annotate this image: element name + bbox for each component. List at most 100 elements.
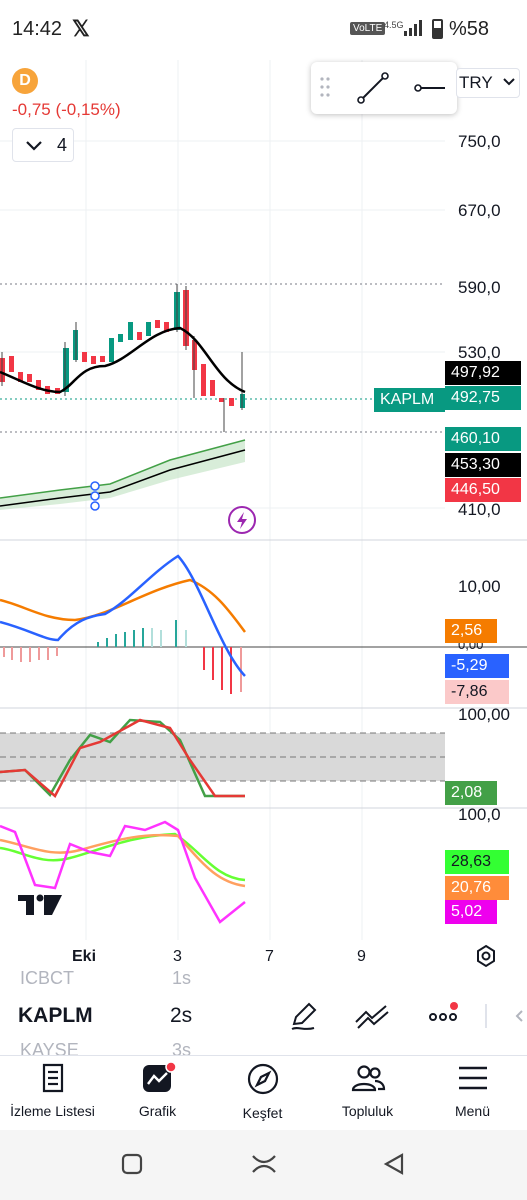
candle <box>36 380 41 390</box>
stoch-d-line <box>0 718 245 798</box>
macd-signal-tag: 2,56 <box>445 619 497 643</box>
time-tick: Eki <box>72 948 97 965</box>
community-icon <box>351 1065 385 1092</box>
back-icon[interactable] <box>382 1152 406 1176</box>
high-price-tag: 497,92 <box>445 361 521 385</box>
candle <box>201 364 206 396</box>
stoch-tick: 100,00 <box>458 705 510 724</box>
system-navigation-bar <box>0 1130 527 1200</box>
price-tick: 530,0 <box>458 343 501 362</box>
osc-magenta-tag: 5,02 <box>445 900 497 924</box>
osc-green-line <box>0 832 246 882</box>
bottom-navigation: İzleme Listesi Grafik Keşfet Topluluk Me… <box>0 1055 527 1131</box>
time-tick: 9 <box>357 948 366 965</box>
nav-label: Menü <box>454 1103 491 1119</box>
osc-green-tag: 28,63 <box>445 850 509 874</box>
candle <box>155 320 160 328</box>
compass-icon <box>247 1063 278 1095</box>
time-tick: 3 <box>173 948 182 965</box>
symbol-badge[interactable]: D <box>12 68 38 94</box>
candle <box>82 352 87 362</box>
home-icon[interactable] <box>250 1152 278 1176</box>
watchlist-icon <box>42 1063 63 1093</box>
time-tick: 7 <box>265 948 274 965</box>
nav-label: Grafik <box>138 1103 177 1119</box>
watchlist-prev-symbol[interactable]: ICBCT <box>20 968 74 988</box>
volte-indicator: VoLTE <box>350 22 386 35</box>
symbol-picker-strip: ICBCT 1s KAPLM 2s KAYSE 3s <box>0 968 527 1060</box>
candle <box>210 380 215 396</box>
upper-band-line <box>0 439 246 499</box>
chart-icon <box>142 1061 177 1092</box>
price-tick: 750,0 <box>458 132 501 151</box>
more-options-icon[interactable] <box>426 1000 462 1032</box>
nav-watchlist[interactable]: İzleme Listesi <box>0 1062 105 1119</box>
chart-canvas[interactable] <box>0 60 527 940</box>
status-time: 14:42 <box>12 18 63 40</box>
macd-line <box>0 554 246 677</box>
macd-hist-tag: -7,86 <box>445 680 509 704</box>
candlesticks <box>0 284 245 432</box>
price-change: -0,75 (-0,15%) <box>12 100 121 119</box>
watchlist-prev-time: 1s <box>172 968 192 988</box>
stoch-value-tag: 2,08 <box>445 781 497 805</box>
chevron-down-icon <box>503 78 515 86</box>
mid-band-tag: 453,30 <box>445 453 521 477</box>
status-bar: 14:42 𝕏 VoLTE 4.5G %58 <box>0 0 527 60</box>
candle <box>100 356 105 362</box>
candle <box>219 398 224 402</box>
nav-label: Topluluk <box>341 1103 394 1119</box>
candle <box>27 374 32 382</box>
band-fill <box>0 440 245 510</box>
pencil-icon[interactable] <box>288 1000 320 1032</box>
mid-band-line <box>0 449 246 507</box>
nav-menu[interactable]: Menü <box>420 1062 525 1119</box>
alert-icon[interactable] <box>228 506 256 534</box>
candle <box>63 348 69 392</box>
trend-line-icon[interactable] <box>355 70 391 106</box>
chart-settings-icon[interactable] <box>474 944 498 968</box>
currency-label: TRY <box>459 73 493 92</box>
macd-histogram <box>3 620 242 694</box>
macd-signal-line <box>0 578 247 633</box>
recent-apps-icon[interactable] <box>120 1152 144 1176</box>
time-axis[interactable]: Eki 3 7 9 <box>0 940 527 972</box>
price-tick: 410,0 <box>458 500 501 519</box>
lower-band-tag: 446,50 <box>445 478 521 502</box>
candle <box>109 338 114 362</box>
menu-icon <box>458 1066 487 1090</box>
indicators-toggle-button[interactable]: 4 <box>12 128 74 162</box>
watchlist-current-time[interactable]: 2s <box>170 1004 193 1027</box>
collapse-toolbar-icon[interactable] <box>484 1002 524 1030</box>
candle <box>146 322 151 336</box>
drag-handle-icon[interactable] <box>319 76 331 98</box>
nav-community[interactable]: Topluluk <box>315 1062 420 1119</box>
trend-lines-icon[interactable] <box>354 1000 390 1032</box>
currency-button[interactable]: TRY <box>456 68 520 98</box>
macd-tick: 10,00 <box>458 577 501 596</box>
price-tick: 590,0 <box>458 278 501 297</box>
watchlist-current-symbol[interactable]: KAPLM <box>18 1004 93 1027</box>
price-tick: 670,0 <box>458 201 501 220</box>
macd-value-tag: -5,29 <box>445 654 509 678</box>
candle <box>91 356 96 364</box>
signal-icon <box>404 20 422 36</box>
nav-explore[interactable]: Keşfet <box>210 1062 315 1121</box>
upper-band-tag: 460,10 <box>445 427 521 451</box>
indicators-count: 4 <box>57 135 68 155</box>
candle <box>128 322 133 340</box>
osc-orange-tag: 20,76 <box>445 876 509 900</box>
chevron-down-icon <box>26 141 42 151</box>
osc-magenta-line <box>0 820 246 924</box>
nav-label: İzleme Listesi <box>10 1103 95 1119</box>
battery-percent: %58 <box>449 18 490 40</box>
network-type: 4.5G <box>384 20 404 30</box>
candle <box>229 398 234 406</box>
nav-chart[interactable]: Grafik <box>105 1061 210 1119</box>
candle <box>118 334 123 342</box>
horizontal-ray-icon[interactable] <box>411 76 447 100</box>
moving-average-line <box>0 326 246 394</box>
tradingview-logo <box>18 894 62 915</box>
battery-icon <box>432 19 443 39</box>
candle <box>164 322 169 332</box>
